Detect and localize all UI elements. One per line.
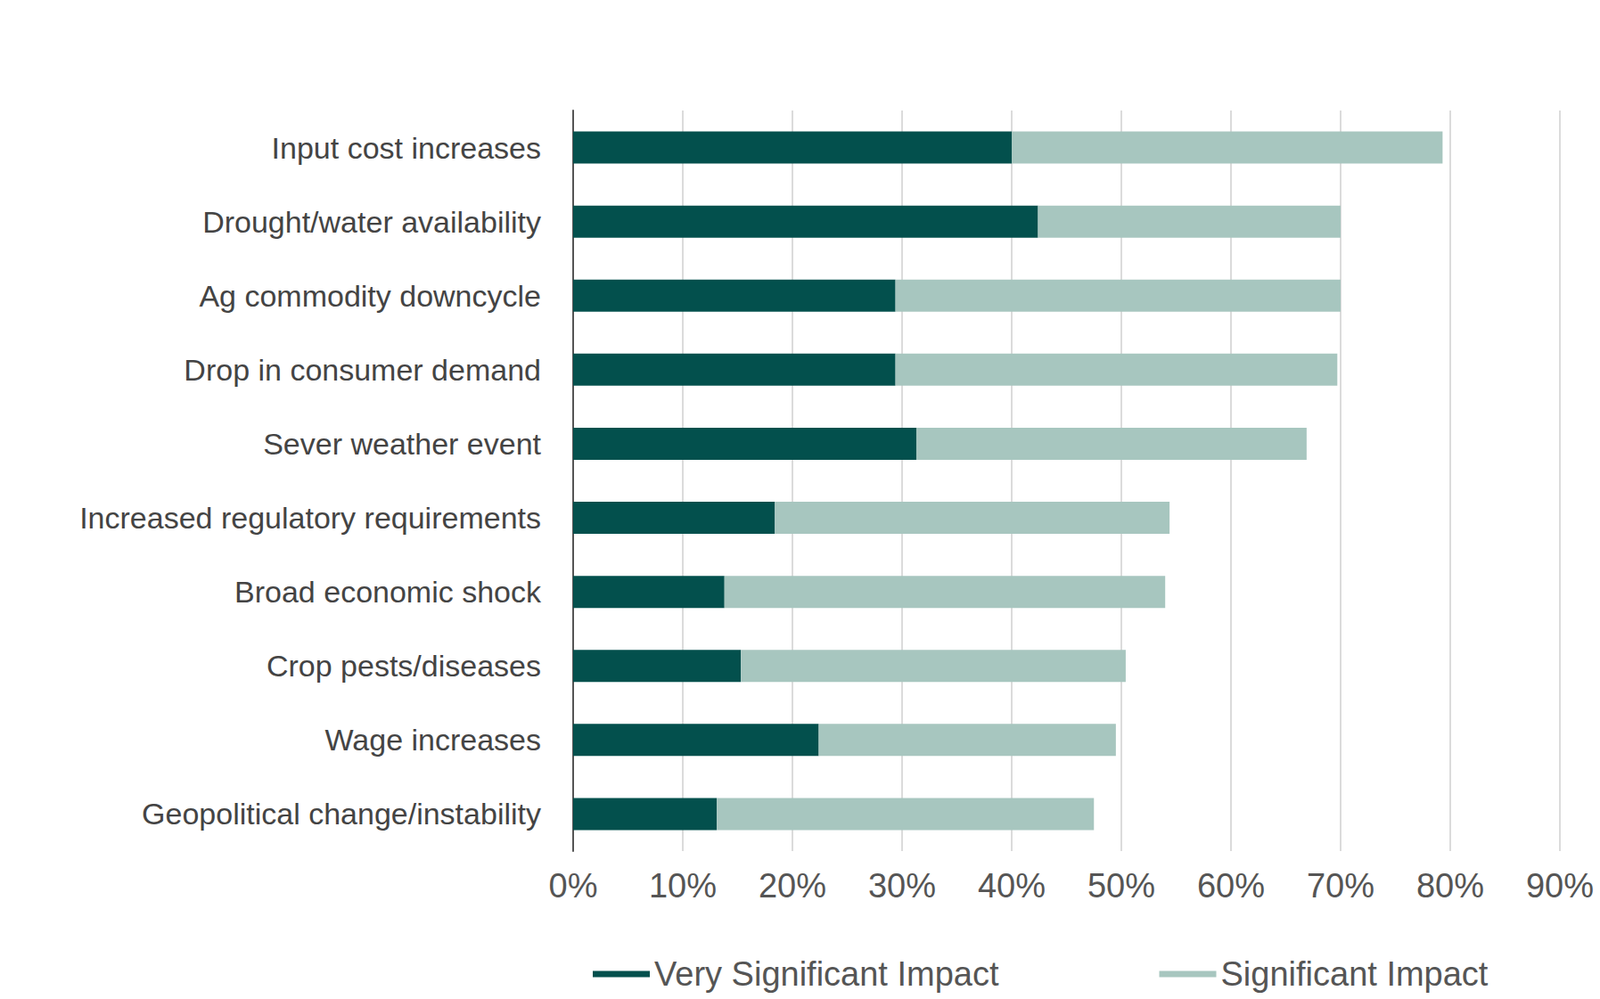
svg-text:90%: 90% — [1526, 867, 1594, 905]
svg-text:Significant Impact: Significant Impact — [1221, 955, 1489, 993]
svg-text:Drop in consumer demand: Drop in consumer demand — [183, 352, 542, 387]
svg-text:50%: 50% — [1087, 867, 1156, 905]
svg-text:60%: 60% — [1197, 867, 1265, 905]
svg-text:Crop pests/diseases: Crop pests/diseases — [266, 648, 542, 683]
svg-text:Sever weather event: Sever weather event — [262, 426, 542, 461]
svg-text:Increased regulatory requireme: Increased regulatory requirements — [79, 500, 542, 535]
svg-text:0%: 0% — [549, 867, 599, 905]
svg-text:Input cost increases: Input cost increases — [271, 131, 542, 165]
svg-text:Wage increases: Wage increases — [324, 722, 542, 757]
svg-text:Geopolitical change/instabilit: Geopolitical change/instability — [141, 796, 542, 831]
svg-text:20%: 20% — [758, 867, 827, 905]
svg-text:40%: 40% — [977, 867, 1046, 905]
svg-text:70%: 70% — [1306, 867, 1375, 905]
svg-text:Ag commodity downcycle: Ag commodity downcycle — [198, 278, 542, 313]
svg-text:Very Significant Impact: Very Significant Impact — [654, 955, 1000, 993]
svg-text:Broad economic shock: Broad economic shock — [234, 574, 542, 609]
svg-text:80%: 80% — [1416, 867, 1485, 905]
svg-text:10%: 10% — [648, 867, 717, 905]
svg-text:Drought/water availability: Drought/water availability — [202, 205, 542, 239]
svg-text:30%: 30% — [868, 867, 936, 905]
